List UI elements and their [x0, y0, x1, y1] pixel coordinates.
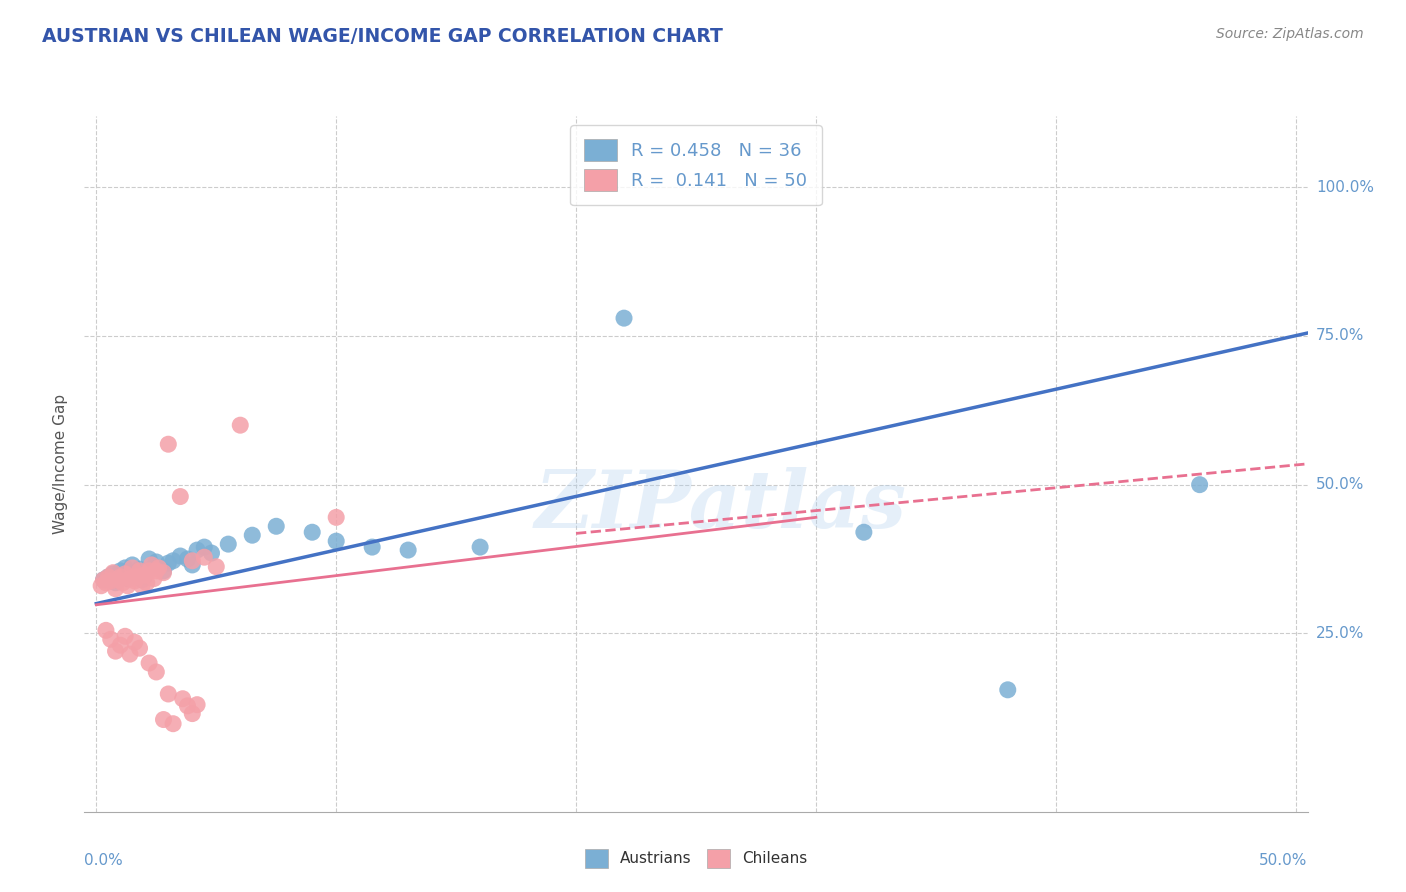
Point	[124, 574, 146, 588]
Point	[134, 568, 156, 582]
Text: Source: ZipAtlas.com: Source: ZipAtlas.com	[1216, 27, 1364, 41]
Point	[110, 564, 132, 578]
Point	[361, 540, 384, 554]
Point	[145, 555, 167, 569]
Point	[111, 575, 134, 590]
Point	[94, 624, 117, 638]
Point	[124, 568, 146, 582]
Text: 75.0%: 75.0%	[1316, 328, 1364, 343]
Point	[110, 638, 132, 652]
Point	[240, 528, 263, 542]
Point	[131, 579, 153, 593]
Point	[90, 579, 112, 593]
Point	[186, 698, 208, 712]
Point	[104, 575, 127, 590]
Point	[193, 550, 215, 565]
Point	[217, 537, 239, 551]
Point	[301, 525, 323, 540]
Point	[162, 554, 184, 568]
Point	[162, 716, 184, 731]
Point	[134, 570, 156, 584]
Point	[93, 573, 115, 587]
Point	[176, 698, 198, 713]
Point	[94, 575, 117, 590]
Point	[128, 564, 150, 578]
Point	[142, 572, 165, 586]
Point	[152, 564, 174, 578]
Point	[148, 561, 170, 575]
Point	[157, 687, 180, 701]
Point	[118, 572, 141, 586]
Point	[93, 573, 115, 587]
Point	[117, 572, 139, 586]
Point	[181, 558, 204, 572]
Text: 50.0%: 50.0%	[1260, 854, 1308, 869]
Point	[114, 561, 136, 575]
Point	[200, 546, 222, 560]
Point	[100, 574, 122, 588]
Point	[229, 418, 252, 433]
Point	[114, 629, 136, 643]
Point	[104, 644, 127, 658]
Point	[107, 573, 129, 587]
Point	[157, 437, 180, 451]
Point	[128, 562, 150, 576]
Point	[135, 575, 157, 590]
Point	[152, 713, 174, 727]
Point	[169, 490, 191, 504]
Point	[205, 559, 228, 574]
Point	[264, 519, 287, 533]
Point	[110, 570, 132, 584]
Point	[117, 579, 139, 593]
Point	[101, 566, 124, 580]
Point	[121, 561, 143, 575]
Point	[157, 556, 180, 570]
Point	[141, 558, 163, 572]
Point	[97, 570, 120, 584]
Point	[145, 564, 167, 578]
Point	[100, 632, 122, 647]
Point	[997, 682, 1019, 697]
Point	[169, 549, 191, 563]
Point	[131, 573, 153, 587]
Point	[114, 566, 136, 581]
Point	[101, 566, 124, 581]
Point	[138, 552, 160, 566]
Point	[124, 635, 146, 649]
Point	[138, 656, 160, 670]
Point	[152, 566, 174, 580]
Point	[121, 558, 143, 572]
Point	[325, 534, 347, 549]
Point	[396, 543, 419, 558]
Legend: Austrians, Chileans: Austrians, Chileans	[579, 843, 813, 873]
Text: AUSTRIAN VS CHILEAN WAGE/INCOME GAP CORRELATION CHART: AUSTRIAN VS CHILEAN WAGE/INCOME GAP CORR…	[42, 27, 723, 45]
Point	[852, 525, 875, 540]
Text: ZIPatlas: ZIPatlas	[534, 467, 907, 544]
Point	[181, 706, 204, 721]
Text: 0.0%: 0.0%	[84, 854, 124, 869]
Point	[118, 647, 141, 661]
Point	[145, 665, 167, 679]
Point	[127, 570, 149, 584]
Text: 50.0%: 50.0%	[1316, 477, 1364, 492]
Point	[186, 543, 208, 558]
Point	[128, 641, 150, 656]
Point	[138, 564, 160, 578]
Point	[468, 540, 491, 554]
Point	[613, 311, 636, 326]
Point	[1188, 477, 1211, 491]
Point	[181, 554, 204, 568]
Point	[172, 691, 194, 706]
Point	[142, 559, 165, 574]
Point	[97, 570, 120, 584]
Y-axis label: Wage/Income Gap: Wage/Income Gap	[53, 393, 69, 534]
Text: 100.0%: 100.0%	[1316, 180, 1374, 194]
Point	[325, 510, 347, 524]
Point	[176, 552, 198, 566]
Text: 25.0%: 25.0%	[1316, 626, 1364, 640]
Point	[193, 540, 215, 554]
Point	[104, 582, 127, 596]
